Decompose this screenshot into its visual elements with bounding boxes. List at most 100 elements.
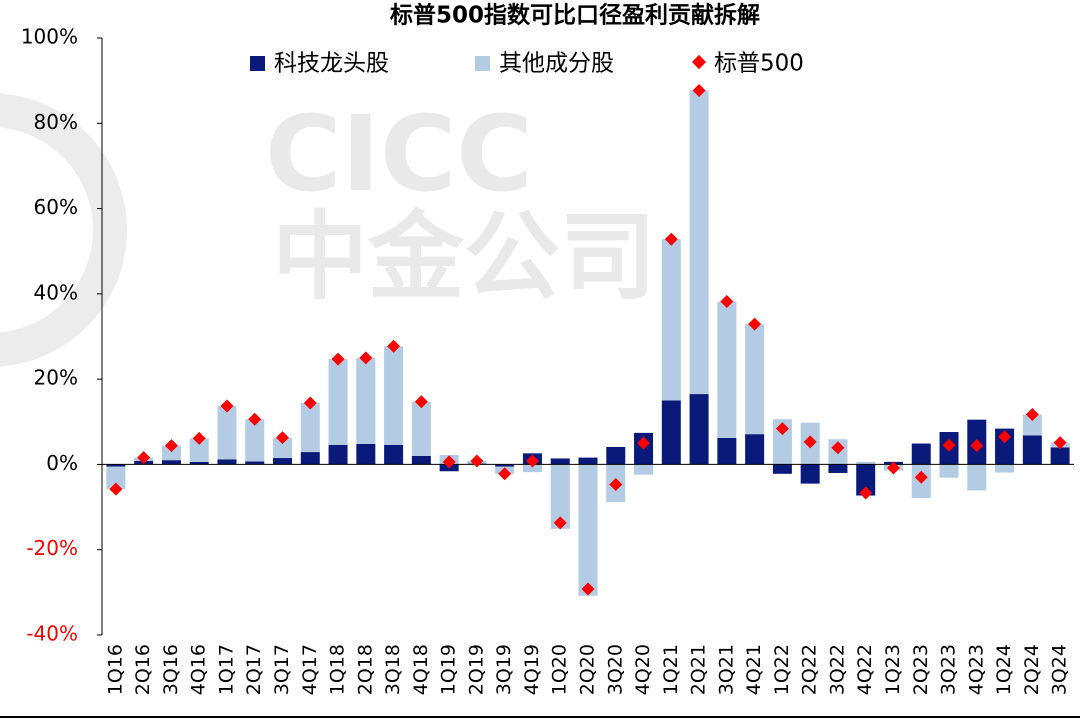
chart-title: 标普500指数可比口径盈利贡献拆解 xyxy=(390,2,760,29)
bar-other-constituents-3Q17 xyxy=(273,437,293,459)
bar-tech-leaders-1Q21 xyxy=(661,400,681,465)
legend-marker-sp500 xyxy=(691,54,707,70)
legend-label-other-constituents: 其他成分股 xyxy=(499,51,614,77)
markers-layer xyxy=(109,83,1067,596)
marker-sp500-3Q17 xyxy=(276,431,290,445)
marker-sp500-3Q23 xyxy=(942,438,956,452)
bar-tech-leaders-3Q19 xyxy=(495,464,515,467)
marker-sp500-4Q18 xyxy=(414,395,428,409)
bar-tech-leaders-2Q18 xyxy=(356,443,376,465)
y-tick-label: -20% xyxy=(26,536,78,560)
x-tick-label: 3Q24 xyxy=(1049,644,1071,695)
bar-tech-leaders-2Q20 xyxy=(578,457,598,465)
x-tick-label: 2Q19 xyxy=(465,644,487,695)
bar-tech-leaders-2Q24 xyxy=(1022,435,1042,465)
bar-tech-leaders-3Q17 xyxy=(273,458,293,465)
x-tick-label: 2Q16 xyxy=(132,644,154,695)
x-tick-label: 1Q21 xyxy=(660,644,682,695)
bar-other-constituents-2Q20 xyxy=(578,464,598,596)
x-tick-label: 4Q17 xyxy=(299,644,321,695)
legend-label-sp500: 标普500 xyxy=(714,51,804,77)
bar-other-constituents-4Q20 xyxy=(634,464,654,475)
bar-other-constituents-1Q22 xyxy=(772,419,792,465)
bar-other-constituents-4Q23 xyxy=(967,464,987,491)
bar-tech-leaders-3Q18 xyxy=(384,444,404,465)
x-tick-label: 2Q22 xyxy=(799,644,821,695)
x-tick-label: 2Q23 xyxy=(910,644,932,695)
marker-sp500-4Q19 xyxy=(525,454,539,468)
x-tick-label: 3Q21 xyxy=(715,644,737,695)
bar-other-constituents-4Q18 xyxy=(411,401,431,456)
legend-swatch-other-constituents xyxy=(475,56,490,71)
bar-tech-leaders-1Q16 xyxy=(106,464,126,467)
bar-other-constituents-2Q24 xyxy=(1022,414,1042,436)
bar-tech-leaders-3Q24 xyxy=(1050,447,1070,465)
bar-tech-leaders-3Q22 xyxy=(828,464,848,473)
bar-other-constituents-3Q23 xyxy=(939,464,959,478)
marker-sp500-1Q22 xyxy=(775,422,789,436)
x-tick-label: 3Q17 xyxy=(271,644,293,695)
bar-other-constituents-3Q21 xyxy=(717,301,737,438)
bar-tech-leaders-1Q20 xyxy=(550,458,570,465)
marker-sp500-3Q18 xyxy=(387,339,401,353)
marker-sp500-2Q17 xyxy=(248,412,262,426)
x-tick-label: 3Q16 xyxy=(160,644,182,695)
y-tick-label: 80% xyxy=(34,110,78,134)
bar-other-constituents-2Q21 xyxy=(689,90,709,395)
bar-other-constituents-3Q18 xyxy=(384,346,404,445)
bar-other-constituents-1Q24 xyxy=(995,464,1015,473)
bar-tech-leaders-4Q16 xyxy=(189,461,209,465)
marker-sp500-2Q16 xyxy=(137,451,151,465)
x-tick-label: 1Q17 xyxy=(215,644,237,695)
y-axis-ticks: 100% 80% 60% 40% 20% 0% -20% -40% xyxy=(21,25,102,646)
marker-sp500-4Q21 xyxy=(748,317,762,331)
marker-sp500-1Q16 xyxy=(109,482,123,496)
bar-other-constituents-1Q20 xyxy=(550,464,570,529)
marker-sp500-4Q16 xyxy=(192,431,206,445)
bar-tech-leaders-4Q17 xyxy=(300,452,320,465)
marker-sp500-2Q23 xyxy=(914,470,928,484)
watermark-cicc-text: CICC xyxy=(265,93,533,215)
bar-tech-leaders-3Q16 xyxy=(161,460,181,465)
x-tick-label: 3Q22 xyxy=(826,644,848,695)
bar-tech-leaders-2Q22 xyxy=(800,464,820,484)
marker-sp500-3Q16 xyxy=(164,439,178,453)
marker-sp500-3Q20 xyxy=(609,477,623,491)
legend-label-tech-leaders: 科技龙头股 xyxy=(274,51,389,77)
bar-other-constituents-4Q21 xyxy=(745,324,765,435)
marker-sp500-3Q19 xyxy=(498,467,512,481)
marker-sp500-1Q18 xyxy=(331,352,345,366)
marker-sp500-2Q21 xyxy=(692,83,706,97)
y-tick-label: 60% xyxy=(34,195,78,219)
bar-tech-leaders-1Q18 xyxy=(328,444,348,465)
bar-other-constituents-4Q17 xyxy=(300,403,320,453)
marker-sp500-1Q24 xyxy=(998,430,1012,444)
bar-tech-leaders-1Q22 xyxy=(772,464,792,474)
legend: 科技龙头股 其他成分股 标普500 xyxy=(250,51,804,77)
y-tick-label: 0% xyxy=(46,451,78,475)
marker-sp500-2Q20 xyxy=(581,582,595,596)
bar-other-constituents-4Q22 xyxy=(856,461,876,465)
bar-tech-leaders-2Q23 xyxy=(911,443,931,465)
x-tick-label: 1Q24 xyxy=(993,644,1015,695)
bar-other-constituents-4Q19 xyxy=(522,464,542,473)
marker-sp500-1Q17 xyxy=(220,399,234,413)
x-tick-label: 4Q23 xyxy=(965,644,987,695)
x-tick-label: 4Q19 xyxy=(521,644,543,695)
marker-sp500-2Q24 xyxy=(1025,408,1039,422)
x-tick-label: 2Q17 xyxy=(243,644,265,695)
marker-sp500-1Q23 xyxy=(886,461,900,475)
bar-other-constituents-2Q17 xyxy=(245,419,265,462)
marker-sp500-2Q19 xyxy=(470,454,484,468)
x-tick-label: 4Q20 xyxy=(632,644,654,695)
marker-sp500-4Q22 xyxy=(859,486,873,500)
x-tick-label: 4Q18 xyxy=(410,644,432,695)
bar-tech-leaders-3Q21 xyxy=(717,437,737,465)
marker-sp500-2Q18 xyxy=(359,351,373,365)
marker-sp500-3Q21 xyxy=(720,295,734,309)
x-axis-ticks: 1Q16 2Q16 3Q16 4Q16 1Q17 2Q17 3Q17 4Q17 1Q18 2Q18… xyxy=(104,644,1070,695)
bar-other-constituents-4Q16 xyxy=(189,438,209,462)
y-tick-label: -40% xyxy=(26,622,78,646)
x-tick-label: 1Q20 xyxy=(549,644,571,695)
